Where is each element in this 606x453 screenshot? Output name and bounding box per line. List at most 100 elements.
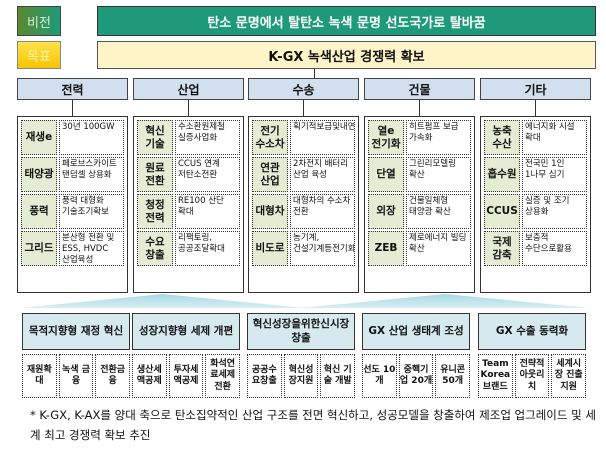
vision-label: 비전	[17, 6, 61, 36]
item-key: 비도로	[252, 231, 288, 266]
strategy-cell: Team Korea 브랜드	[478, 354, 513, 398]
goal-text: K-GX 녹색산업 경쟁력 확보	[97, 41, 596, 69]
sector-item: ZEB 제로에너지 빌딩 확산	[368, 231, 471, 266]
item-value: 획기적보급및내연차전환	[290, 120, 355, 155]
connector	[303, 100, 304, 116]
sector-item: CCUS 실증 및 조기 상용화	[484, 194, 587, 229]
item-value: 2차전지 배터리 산업 육성	[290, 157, 355, 192]
strategy-header: GX 수출 동력화	[478, 313, 586, 350]
sector-item: 단열 그린리모델링 확산	[368, 157, 471, 192]
item-value: CCUS 연계 저탄소전환	[175, 157, 240, 192]
strategy-cell: 녹색 금융	[58, 354, 94, 398]
connector	[314, 69, 315, 78]
strategy-cell: 혁신 기술 개발	[320, 354, 356, 398]
item-key: 태양광	[21, 157, 57, 192]
strategy-cell: 혁신성장지원	[283, 354, 319, 398]
item-value: 보충적 수단으로활용	[522, 231, 587, 266]
sector-item: 전기 수소차획기적보급및내연차전환	[252, 120, 355, 155]
strategy-header: 성장지향형 세제 개편	[132, 313, 240, 350]
item-value: 대형차의 수소차 전환	[290, 194, 355, 229]
strategy-header: 혁신성장을위한신시장창출	[247, 313, 355, 350]
strategy-cells: 공공수요창출 혁신성장지원 혁신 기술 개발	[247, 354, 356, 398]
item-key: 대형차	[252, 194, 288, 229]
sector-item: 비도로 농기계, 건설기계등전기화	[252, 231, 355, 266]
item-value: 실증 및 조기 상용화	[522, 194, 587, 229]
sector-item: 수요 창출 리팩토링, 공공조달확대	[137, 231, 240, 266]
strategy-cell: 투자세액공제	[168, 354, 204, 398]
strategy-cells: 선도 10개 중핵기업 20개 유니콘 50개	[362, 354, 471, 398]
sector-header: 기타	[480, 78, 591, 100]
item-value: RE100 산단 확대	[175, 194, 240, 229]
sector-item: 흡수원 전국민 1인 1나무 심기	[484, 157, 587, 192]
sector-panel: 열e 전기화 히트펌프 보급 가속화 단열 그린리모델링 확산 외장 건물일체형 태양광 …	[364, 116, 475, 293]
strategy-cell: 선도 10개	[362, 354, 397, 398]
item-value: 건물일체형 태양광 확산	[406, 194, 471, 229]
sector-item: 연관 산업 2차전지 배터리 산업 육성	[252, 157, 355, 192]
sector-item: 농축 수산 에너지화 시설 확대	[484, 120, 587, 155]
sector-item: 그리드 분산형 전환 및 ESS, HVDC 산업육성	[21, 231, 124, 266]
strategy-cell: 재원확대	[22, 354, 57, 398]
item-key: 단열	[368, 157, 404, 192]
strategy-cells: Team Korea 브랜드 전략적 아웃리치 세계시장 진출 지원	[478, 354, 587, 398]
sector-header: 산업	[133, 78, 244, 100]
strategy-cell: 유니콘 50개	[435, 354, 471, 398]
item-key: 혁신 기술	[137, 120, 173, 155]
item-key: 외장	[368, 194, 404, 229]
strategy-cell: 중핵기업 20개	[398, 354, 434, 398]
item-key: 재생e	[21, 120, 57, 155]
item-value: 페로브스카이트 탠덤셀 상용화	[59, 157, 124, 192]
item-key: 열e 전기화	[368, 120, 404, 155]
strategy-cells: 생산세액공제 투자세액공제 화석연료세제전환	[132, 354, 241, 398]
item-key: 수요 창출	[137, 231, 173, 266]
connector	[72, 100, 73, 116]
goal-label: 목표	[17, 41, 61, 69]
strategy-cell: 화석연료세제전환	[205, 354, 241, 398]
item-value: 분산형 전환 및 ESS, HVDC 산업육성	[59, 231, 124, 266]
item-value: 전국민 1인 1나무 심기	[522, 157, 587, 192]
item-key: ZEB	[368, 231, 404, 266]
sector-item: 태양광 페로브스카이트 탠덤셀 상용화	[21, 157, 124, 192]
item-key: 농축 수산	[484, 120, 520, 155]
item-value: 제로에너지 빌딩 확산	[406, 231, 471, 266]
item-key: 연관 산업	[252, 157, 288, 192]
strategy-cell: 세계시장 진출 지원	[551, 354, 587, 398]
strategy-cells: 재원확대 녹색 금융 전환금융	[22, 354, 131, 398]
item-value: 수소환원제철 실증사업화	[175, 120, 240, 155]
strategy-cell: 공공수요창출	[247, 354, 282, 398]
strategy-cell: 생산세액공제	[132, 354, 167, 398]
item-value: 그린리모델링 확산	[406, 157, 471, 192]
strategy-cell: 전략적 아웃리치	[514, 354, 550, 398]
item-value: 히트펌프 보급 가속화	[406, 120, 471, 155]
connector	[188, 100, 189, 116]
item-key: CCUS	[484, 194, 520, 229]
sector-panel: 재생e 30년 100GW 태양광 페로브스카이트 탠덤셀 상용화 풍력 풍력 대형화 기…	[17, 116, 128, 293]
footnote: * K-GX, K-AX를 양대 축으로 탄소집약적인 산업 구조를 전면 혁신…	[30, 408, 596, 442]
item-key: 그리드	[21, 231, 57, 266]
sector-header: 수송	[248, 78, 359, 100]
sector-panel: 혁신 기술 수소환원제철 실증사업화 원료 전환 CCUS 연계 저탄소전환 청정 전력…	[133, 116, 244, 293]
item-key: 흡수원	[484, 157, 520, 192]
sector-item: 대형차 대형차의 수소차 전환	[252, 194, 355, 229]
strategy-cell: 전환금융	[95, 354, 131, 398]
item-key: 전기 수소차	[252, 120, 288, 155]
arrow-shape	[300, 294, 590, 308]
sector-item: 재생e 30년 100GW	[21, 120, 124, 155]
sector-item: 국제 감축 보충적 수단으로활용	[484, 231, 587, 266]
item-key: 풍력	[21, 194, 57, 229]
sector-item: 원료 전환 CCUS 연계 저탄소전환	[137, 157, 240, 192]
item-value: 풍력 대형화 기술조기확보	[59, 194, 124, 229]
item-key: 원료 전환	[137, 157, 173, 192]
vision-text: 탄소 문명에서 탈탄소 녹색 문명 선도국가로 탈바꿈	[97, 6, 596, 36]
sector-item: 풍력 풍력 대형화 기술조기확보	[21, 194, 124, 229]
sector-panel: 농축 수산 에너지화 시설 확대 흡수원 전국민 1인 1나무 심기 CCUS 실증 및 …	[480, 116, 591, 293]
sector-item: 외장 건물일체형 태양광 확산	[368, 194, 471, 229]
item-key: 국제 감축	[484, 231, 520, 266]
item-value: 리팩토링, 공공조달확대	[175, 231, 240, 266]
strategy-header: 목적지향형 재정 혁신	[22, 313, 130, 350]
sector-item: 청정 전력 RE100 산단 확대	[137, 194, 240, 229]
strategy-header: GX 산업 생태계 조성	[362, 313, 470, 350]
sector-item: 혁신 기술 수소환원제철 실증사업화	[137, 120, 240, 155]
item-value: 에너지화 시설 확대	[522, 120, 587, 155]
sector-item: 열e 전기화 히트펌프 보급 가속화	[368, 120, 471, 155]
sector-header: 전력	[17, 78, 128, 100]
